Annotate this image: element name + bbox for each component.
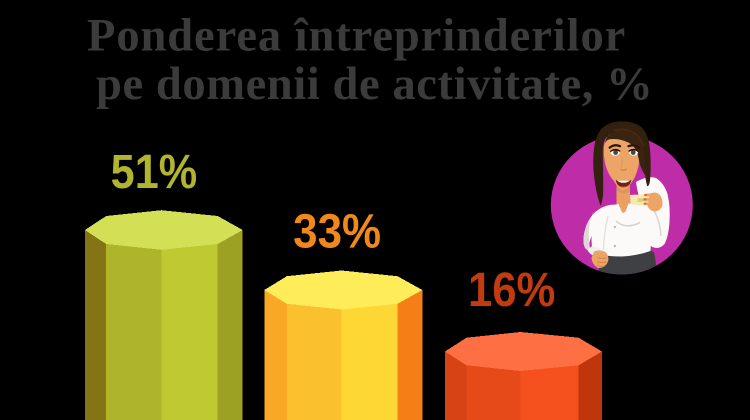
svg-text:pe domenii de activitate, %: pe domenii de activitate, % <box>96 59 653 110</box>
svg-text:Ponderea întreprinderilor: Ponderea întreprinderilor <box>87 11 626 62</box>
svg-text:16%: 16% <box>468 262 555 316</box>
svg-text:51%: 51% <box>111 145 197 199</box>
svg-text:33%: 33% <box>293 203 381 257</box>
